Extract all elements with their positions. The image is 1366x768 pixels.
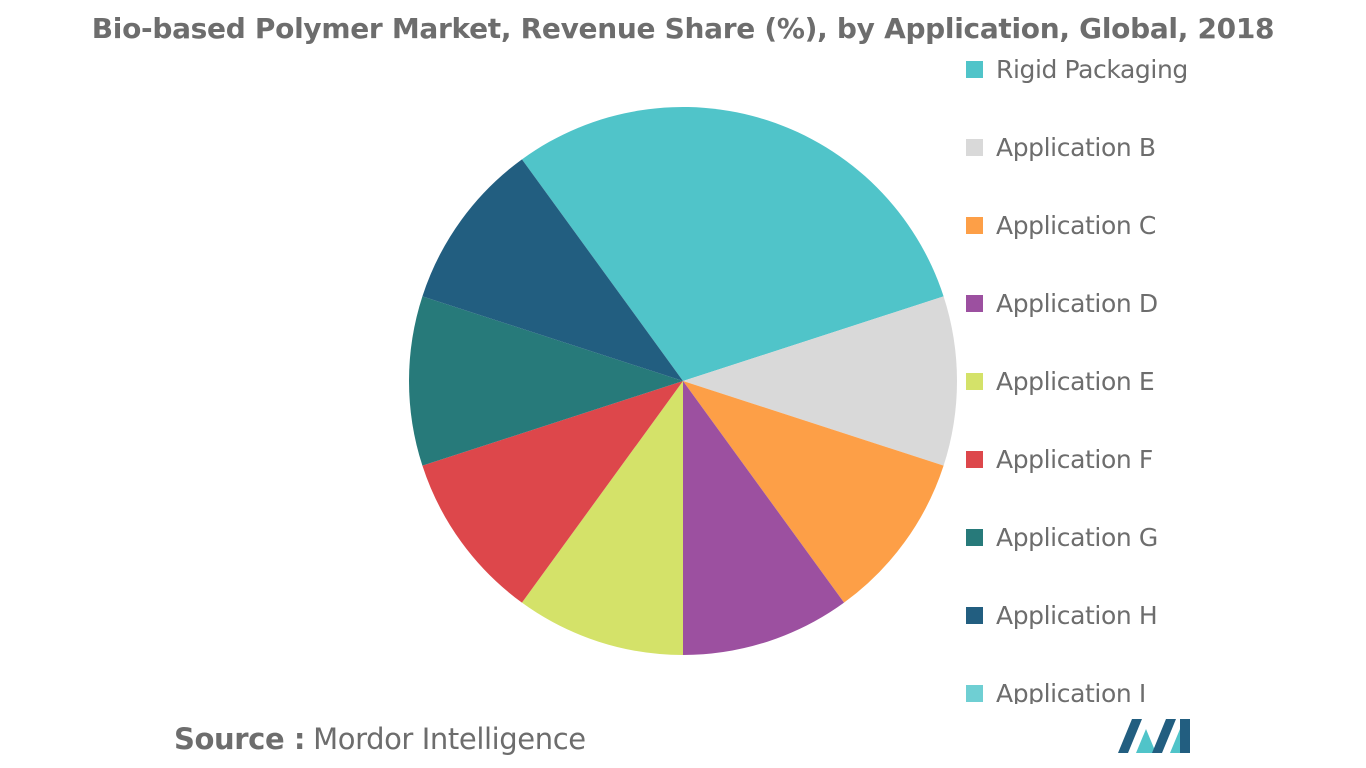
- pie-slice-application-b: [683, 296, 958, 466]
- legend-item-application-c: Application C: [966, 210, 1156, 240]
- legend-swatch: [966, 372, 983, 390]
- legend-swatch: [966, 450, 983, 468]
- pie-slices: [408, 107, 958, 655]
- pie-slice-application-h: [422, 159, 683, 381]
- mordor-intelligence-logo-icon: [1118, 719, 1190, 753]
- source-label: Source :: [174, 722, 306, 756]
- legend-label: Application H: [996, 600, 1158, 630]
- legend-label: Application B: [996, 132, 1156, 162]
- legend-label: Application E: [996, 366, 1155, 396]
- legend-label: Application G: [996, 522, 1158, 552]
- legend-label: Application D: [996, 288, 1158, 318]
- legend-label: Application F: [996, 444, 1153, 474]
- pie-slice-application-d: [683, 381, 845, 655]
- legend-label: Application C: [996, 210, 1156, 240]
- source-line: Source : Mordor Intelligence: [174, 722, 586, 756]
- legend-swatch: [966, 60, 983, 78]
- legend-swatch: [966, 528, 983, 546]
- legend-swatch: [966, 138, 983, 156]
- legend-item-application-g: Application G: [966, 522, 1158, 552]
- legend-item-application-f: Application F: [966, 444, 1153, 474]
- pie-slice-application-g: [408, 296, 683, 466]
- pie-slice-application-c: [683, 381, 944, 603]
- legend-item-application-e: Application E: [966, 366, 1155, 396]
- legend-swatch: [966, 606, 983, 624]
- pie-slice-application-f: [422, 381, 683, 603]
- pie-slice-application-e: [521, 381, 683, 655]
- legend-item-rigid-packaging: Rigid Packaging: [966, 54, 1188, 84]
- source-text: Mordor Intelligence: [313, 722, 586, 756]
- legend-item-application-d: Application D: [966, 288, 1158, 318]
- chart-title: Bio-based Polymer Market, Revenue Share …: [91, 12, 1275, 45]
- legend-item-application-b: Application B: [966, 132, 1156, 162]
- legend-label: Application I: [996, 678, 1146, 705]
- legend-item-application-i: Application I: [966, 678, 1146, 704]
- legend-swatch: [966, 294, 983, 312]
- chart-legend: Rigid Packaging Application B Application …: [966, 54, 1356, 704]
- legend-item-application-h: Application H: [966, 600, 1158, 630]
- legend-swatch: [966, 216, 983, 234]
- pie-slice-rigid-packaging: [521, 107, 944, 381]
- legend-swatch: [966, 684, 983, 702]
- legend-label: Rigid Packaging: [996, 54, 1188, 84]
